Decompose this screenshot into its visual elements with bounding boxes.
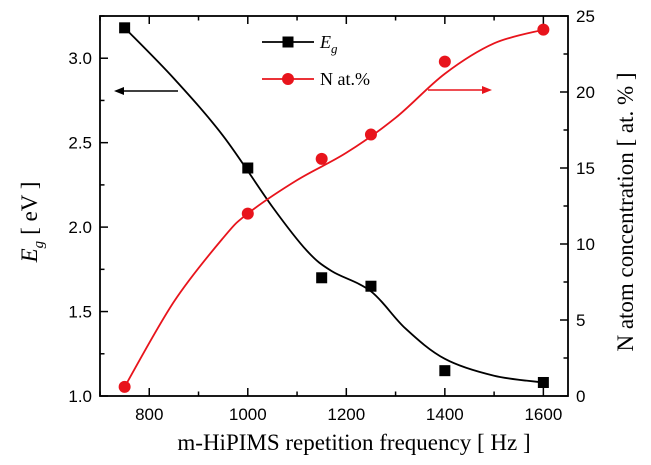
left-y-tick-label: 1.5 (68, 303, 92, 322)
x-axis-title: m-HiPIMS repetition frequency [ Hz ] (177, 430, 530, 455)
series-line-eg (123, 27, 544, 384)
left-y-axis-title-unit: [ eV ] (17, 182, 42, 235)
legend-marker-n-at (282, 73, 294, 85)
data-point-eg (242, 162, 254, 174)
x-tick-label: 800 (135, 405, 163, 424)
x-tick-label: 1200 (327, 405, 365, 424)
left-y-tick-label: 2.5 (68, 134, 92, 153)
legend-label-n-at: N at.% (320, 69, 370, 89)
left-y-tick-label: 3.0 (68, 49, 92, 68)
left-y-axis-title-sub: g (31, 240, 47, 248)
data-point-n-at (364, 128, 377, 141)
right-y-axis-ticks: 0 5 10 15 20 25 (560, 7, 595, 406)
legend-label-eg: Eg (319, 32, 338, 56)
legend: Eg N at.% (262, 32, 370, 89)
x-tick-label: 1000 (229, 405, 267, 424)
left-y-axis-title-main: E (17, 248, 42, 263)
x-tick-label: 1400 (426, 405, 464, 424)
legend-label-eg-sub: g (331, 41, 338, 56)
left-y-axis-title: Eg [ eV ] (17, 182, 47, 264)
axis-arrows (114, 86, 492, 95)
x-tick-label: 1600 (524, 405, 562, 424)
data-point-n-at (438, 55, 451, 68)
data-point-n-at (118, 380, 131, 393)
right-y-tick-label: 25 (576, 7, 595, 26)
right-y-tick-label: 0 (576, 387, 585, 406)
legend-label-eg-main: E (319, 32, 331, 52)
right-axis-arrow-head (482, 86, 492, 94)
data-point-eg (537, 376, 549, 388)
x-axis-ticks: 800 1000 1200 1400 1600 (99, 16, 562, 424)
right-y-tick-label: 5 (576, 311, 585, 330)
data-point-n-at (241, 207, 254, 220)
right-y-tick-label: 15 (576, 159, 595, 178)
legend-marker-eg (282, 36, 294, 48)
series-line-n-at (123, 28, 544, 388)
left-y-axis-ticks: 1.0 1.5 2.0 2.5 3.0 (68, 15, 108, 406)
left-y-tick-label: 2.0 (68, 218, 92, 237)
right-y-tick-label: 20 (576, 83, 595, 102)
data-point-n-at (537, 23, 550, 36)
left-axis-arrow-head (114, 87, 124, 95)
data-point-eg (439, 365, 451, 377)
data-point-eg (119, 22, 131, 34)
left-y-tick-label: 1.0 (68, 387, 92, 406)
data-point-n-at (315, 152, 328, 165)
right-y-tick-label: 10 (576, 235, 595, 254)
data-point-eg (365, 280, 377, 292)
data-point-eg (316, 272, 328, 284)
right-y-axis-title: N atom concentration [ at. % ] (613, 72, 638, 351)
series-layer (118, 22, 550, 393)
